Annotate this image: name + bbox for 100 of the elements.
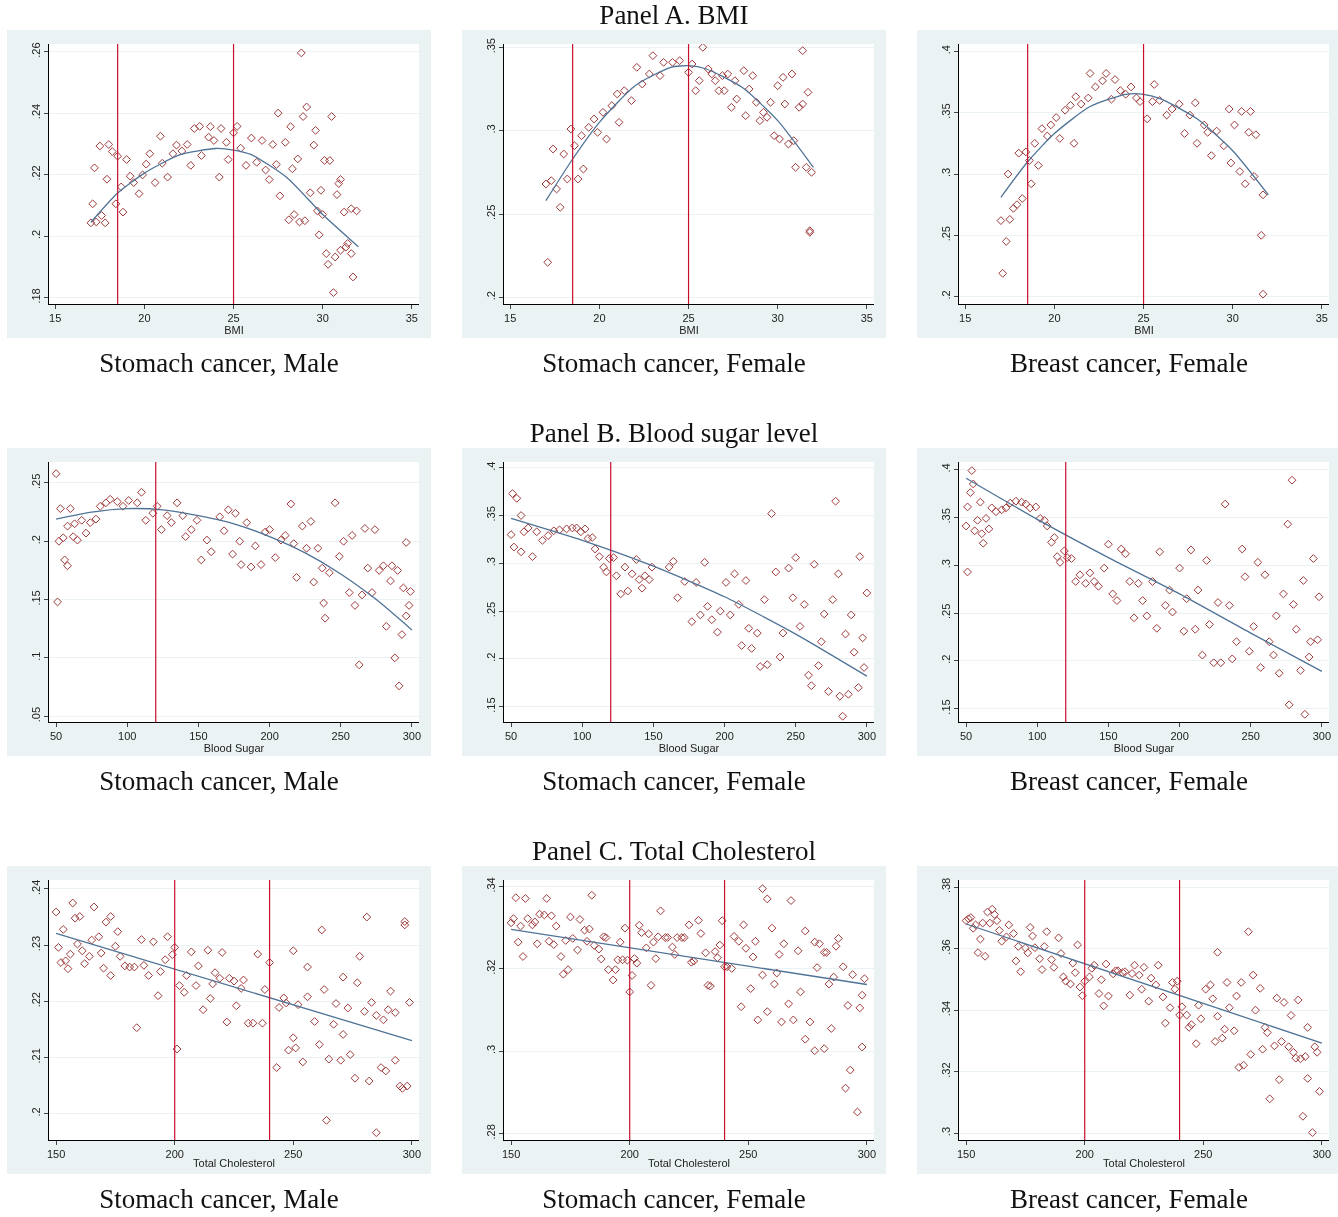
x-tick-label: 20	[593, 312, 606, 325]
x-tick-label: 150	[1099, 730, 1118, 743]
x-tick-label: 200	[165, 1148, 184, 1161]
y-tick-label: .21	[29, 1048, 42, 1064]
y-tick-label: .25	[29, 473, 42, 489]
x-tick-label: 25	[227, 312, 240, 325]
x-tick-label: 100	[573, 730, 592, 743]
x-axis-title: Blood Sugar	[1113, 742, 1175, 755]
x-tick-label: 250	[331, 730, 350, 743]
x-axis-title: BMI	[679, 324, 699, 337]
y-tick-label: .18	[29, 288, 42, 304]
x-tick-label: 30	[1226, 312, 1239, 325]
y-tick-label: .28	[484, 1124, 497, 1140]
x-tick-label: 250	[284, 1148, 303, 1161]
x-tick-label: 250	[739, 1148, 758, 1161]
y-tick-label: .38	[939, 877, 952, 894]
x-tick-label: 150	[644, 730, 663, 743]
x-tick-label: 300	[1312, 730, 1332, 743]
y-tick-label: .34	[484, 877, 497, 893]
x-tick-label: 300	[1312, 1148, 1332, 1161]
y-tick-label: .4	[939, 463, 952, 473]
text: Breast cancer, Female	[1008, 766, 1249, 797]
x-tick-label: 200	[1075, 1148, 1094, 1161]
text: Stomach cancer, Male	[98, 348, 340, 379]
x-tick-label: 15	[959, 312, 972, 325]
x-tick-label: 300	[402, 1148, 422, 1161]
x-tick-label: 50	[49, 730, 63, 743]
x-tick-label: 200	[260, 730, 279, 743]
y-tick-label: .2	[484, 291, 497, 301]
y-tick-label: .22	[29, 992, 42, 1008]
y-tick-label: .3	[939, 559, 952, 569]
x-axis-title: Total Cholesterol	[1103, 1157, 1185, 1170]
x-axis-title: Blood Sugar	[203, 742, 265, 755]
x-tick-label: 35	[860, 312, 873, 325]
y-tick-label: .36	[939, 939, 952, 955]
y-tick-label: .2	[29, 229, 42, 240]
x-tick-label: 200	[620, 1148, 639, 1161]
x-tick-label: 50	[504, 730, 518, 743]
y-tick-label: .23	[29, 935, 42, 952]
y-tick-label: .25	[939, 603, 952, 620]
x-tick-label: 150	[501, 1148, 521, 1161]
x-tick-label: 25	[1137, 312, 1150, 325]
x-tick-label: 300	[857, 1148, 877, 1161]
x-axis-title: Total Cholesterol	[648, 1157, 730, 1170]
y-tick-label: .2	[29, 1107, 42, 1117]
text: Stomach cancer, Male	[98, 766, 340, 797]
x-tick-label: 250	[1241, 730, 1260, 743]
y-tick-label: .3	[939, 1126, 952, 1137]
y-tick-label: .35	[484, 506, 497, 522]
y-tick-label: .35	[939, 103, 952, 119]
line-series	[965, 477, 1323, 672]
text: Stomach cancer, Female	[541, 1184, 807, 1215]
y-tick-label: .25	[484, 601, 497, 618]
y-tick-label: .15	[484, 697, 497, 713]
chart-title: Panel B. Blood sugar level	[528, 418, 820, 448]
y-tick-label: .2	[484, 652, 497, 662]
y-tick-label: .1	[29, 651, 42, 661]
x-axis-title: BMI	[1134, 324, 1154, 337]
y-tick-label: .35	[484, 38, 497, 54]
y-tick-label: .2	[939, 290, 952, 300]
line-series	[510, 517, 868, 677]
y-tick-label: .34	[939, 1000, 952, 1017]
x-tick-label: 25	[682, 312, 695, 325]
y-tick-label: .4	[484, 461, 497, 471]
x-tick-label: 50	[959, 730, 973, 743]
y-tick-label: .25	[484, 204, 497, 220]
text: Stomach cancer, Male	[98, 1184, 340, 1215]
y-tick-label: .4	[939, 45, 952, 55]
y-tick-label: .3	[939, 167, 952, 177]
y-tick-label: .3	[484, 1044, 497, 1055]
x-tick-label: 300	[857, 730, 877, 743]
y-tick-label: .24	[29, 879, 42, 895]
x-tick-label: 30	[316, 312, 329, 325]
y-tick-label: .22	[29, 165, 42, 181]
text: Breast cancer, Female	[1008, 348, 1249, 379]
y-tick-label: .32	[939, 1062, 952, 1078]
y-tick-label: .32	[484, 959, 497, 975]
y-tick-label: .3	[484, 124, 497, 134]
x-axis-title: Blood Sugar	[658, 742, 720, 755]
x-tick-label: 300	[402, 730, 422, 743]
x-tick-label: 30	[771, 312, 784, 325]
text: Breast cancer, Female	[1008, 1184, 1249, 1215]
text: Stomach cancer, Female	[541, 766, 807, 797]
x-tick-label: 100	[1028, 730, 1047, 743]
chart-title: Panel C. Total Cholesterol	[530, 836, 818, 866]
x-tick-label: 15	[504, 312, 517, 325]
y-tick-label: .25	[939, 226, 952, 242]
y-tick-label: .15	[29, 590, 42, 606]
y-tick-label: .2	[939, 654, 952, 664]
x-tick-label: 200	[715, 730, 734, 743]
x-tick-label: 35	[405, 312, 418, 325]
x-tick-label: 250	[786, 730, 805, 743]
y-tick-label: .15	[939, 699, 952, 715]
x-tick-label: 150	[956, 1148, 976, 1161]
y-tick-label: .24	[29, 103, 42, 120]
x-tick-label: 20	[138, 312, 151, 325]
x-axis-title: Total Cholesterol	[193, 1157, 275, 1170]
y-tick-label: .2	[29, 535, 42, 545]
x-tick-label: 100	[118, 730, 137, 743]
x-tick-label: 250	[1194, 1148, 1213, 1161]
